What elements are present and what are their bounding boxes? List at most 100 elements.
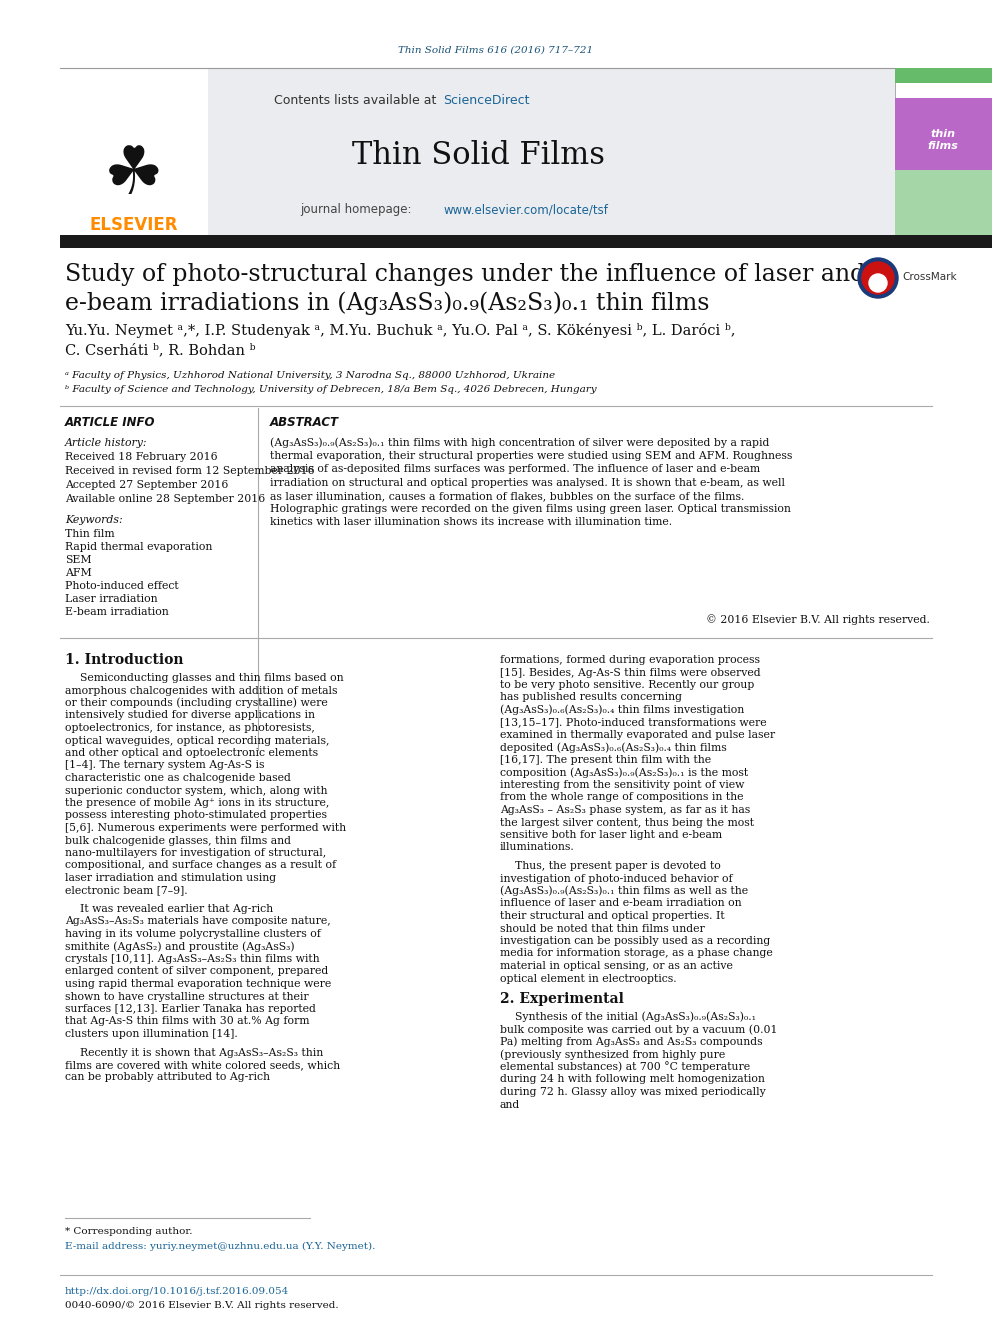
- Text: journal homepage:: journal homepage:: [300, 204, 416, 217]
- Text: amorphous chalcogenides with addition of metals: amorphous chalcogenides with addition of…: [65, 685, 337, 696]
- Text: composition (Ag₃AsS₃)₀.₉(As₂S₃)₀.₁ is the most: composition (Ag₃AsS₃)₀.₉(As₂S₃)₀.₁ is th…: [500, 767, 748, 778]
- Text: investigation of photo-induced behavior of: investigation of photo-induced behavior …: [500, 873, 733, 884]
- Text: Thus, the present paper is devoted to: Thus, the present paper is devoted to: [515, 861, 721, 871]
- Text: SEM: SEM: [65, 556, 91, 565]
- Text: formations, formed during evaporation process: formations, formed during evaporation pr…: [500, 655, 760, 665]
- Text: Ag₃AsS₃–As₂S₃ materials have composite nature,: Ag₃AsS₃–As₂S₃ materials have composite n…: [65, 917, 330, 926]
- Text: clusters upon illumination [14].: clusters upon illumination [14].: [65, 1029, 238, 1039]
- Text: AFM: AFM: [65, 568, 91, 578]
- Text: Thin Solid Films: Thin Solid Films: [351, 139, 604, 171]
- Text: sensitive both for laser light and e-beam: sensitive both for laser light and e-bea…: [500, 830, 722, 840]
- Text: Pa) melting from Ag₃AsS₃ and As₂S₃ compounds: Pa) melting from Ag₃AsS₃ and As₂S₃ compo…: [500, 1037, 763, 1048]
- Text: characteristic one as chalcogenide based: characteristic one as chalcogenide based: [65, 773, 291, 783]
- Text: laser irradiation and stimulation using: laser irradiation and stimulation using: [65, 873, 276, 882]
- Text: thermal evaporation, their structural properties were studied using SEM and AFM.: thermal evaporation, their structural pr…: [270, 451, 793, 462]
- Text: during 72 h. Glassy alloy was mixed periodically: during 72 h. Glassy alloy was mixed peri…: [500, 1088, 766, 1097]
- Text: interesting from the sensitivity point of view: interesting from the sensitivity point o…: [500, 781, 744, 790]
- Text: (Ag₃AsS₃)₀.₉(As₂S₃)₀.₁ thin films as well as the: (Ag₃AsS₃)₀.₉(As₂S₃)₀.₁ thin films as wel…: [500, 885, 748, 896]
- Text: Received in revised form 12 September 2016: Received in revised form 12 September 20…: [65, 466, 314, 476]
- Text: smithite (AgAsS₂) and proustite (Ag₃AsS₃): smithite (AgAsS₂) and proustite (Ag₃AsS₃…: [65, 941, 295, 951]
- Text: Yu.Yu. Neymet ᵃ,*, I.P. Studenyak ᵃ, M.Yu. Buchuk ᵃ, Yu.O. Pal ᵃ, S. Kökényesi ᵇ: Yu.Yu. Neymet ᵃ,*, I.P. Studenyak ᵃ, M.Y…: [65, 323, 735, 337]
- Text: influence of laser and e-beam irradiation on: influence of laser and e-beam irradiatio…: [500, 898, 742, 909]
- Text: possess interesting photo-stimulated properties: possess interesting photo-stimulated pro…: [65, 811, 327, 820]
- Text: Synthesis of the initial (Ag₃AsS₃)₀.₉(As₂S₃)₀.₁: Synthesis of the initial (Ag₃AsS₃)₀.₉(As…: [515, 1012, 756, 1023]
- Text: optoelectronics, for instance, as photoresists,: optoelectronics, for instance, as photor…: [65, 722, 314, 733]
- Text: © 2016 Elsevier B.V. All rights reserved.: © 2016 Elsevier B.V. All rights reserved…: [706, 615, 930, 626]
- Bar: [60, 67, 208, 235]
- Text: their structural and optical properties. It: their structural and optical properties.…: [500, 912, 724, 921]
- Text: [1–4]. The ternary system Ag-As-S is: [1–4]. The ternary system Ag-As-S is: [65, 761, 265, 770]
- Text: Available online 28 September 2016: Available online 28 September 2016: [65, 493, 265, 504]
- Text: to be very photo sensitive. Recently our group: to be very photo sensitive. Recently our…: [500, 680, 754, 691]
- Text: Recently it is shown that Ag₃AsS₃–As₂S₃ thin: Recently it is shown that Ag₃AsS₃–As₂S₃ …: [80, 1048, 323, 1057]
- Text: using rapid thermal evaporation technique were: using rapid thermal evaporation techniqu…: [65, 979, 331, 990]
- Text: www.elsevier.com/locate/tsf: www.elsevier.com/locate/tsf: [443, 204, 608, 217]
- Text: thin
films: thin films: [928, 130, 958, 151]
- Text: 1. Introduction: 1. Introduction: [65, 654, 184, 667]
- Text: Rapid thermal evaporation: Rapid thermal evaporation: [65, 542, 212, 552]
- Text: can be probably attributed to Ag-rich: can be probably attributed to Ag-rich: [65, 1073, 270, 1082]
- Text: Photo-induced effect: Photo-induced effect: [65, 581, 179, 591]
- Text: surfaces [12,13]. Earlier Tanaka has reported: surfaces [12,13]. Earlier Tanaka has rep…: [65, 1004, 315, 1013]
- Text: media for information storage, as a phase change: media for information storage, as a phas…: [500, 949, 773, 958]
- Text: ScienceDirect: ScienceDirect: [443, 94, 530, 106]
- Text: nano-multilayers for investigation of structural,: nano-multilayers for investigation of st…: [65, 848, 326, 859]
- Text: the presence of mobile Ag⁺ ions in its structure,: the presence of mobile Ag⁺ ions in its s…: [65, 798, 329, 808]
- Text: (previously synthesized from highly pure: (previously synthesized from highly pure: [500, 1049, 725, 1060]
- Text: shown to have crystalline structures at their: shown to have crystalline structures at …: [65, 991, 309, 1002]
- Text: Contents lists available at: Contents lists available at: [274, 94, 440, 106]
- Text: Ag₃AsS₃ – As₂S₃ phase system, as far as it has: Ag₃AsS₃ – As₂S₃ phase system, as far as …: [500, 804, 750, 815]
- Text: enlarged content of silver component, prepared: enlarged content of silver component, pr…: [65, 967, 328, 976]
- Text: and: and: [500, 1099, 520, 1110]
- Text: bulk chalcogenide glasses, thin films and: bulk chalcogenide glasses, thin films an…: [65, 836, 291, 845]
- Bar: [895, 98, 992, 169]
- Text: 2. Experimental: 2. Experimental: [500, 992, 624, 1005]
- Text: irradiation on structural and optical properties was analysed. It is shown that : irradiation on structural and optical pr…: [270, 478, 785, 488]
- Text: examined in thermally evaporated and pulse laser: examined in thermally evaporated and pul…: [500, 730, 775, 740]
- Text: electronic beam [7–9].: electronic beam [7–9].: [65, 885, 187, 896]
- Text: (Ag₃AsS₃)₀.₉(As₂S₃)₀.₁ thin films with high concentration of silver were deposit: (Ag₃AsS₃)₀.₉(As₂S₃)₀.₁ thin films with h…: [270, 438, 770, 448]
- Text: e-beam irradiations in (Ag₃AsS₃)₀.₉(As₂S₃)₀.₁ thin films: e-beam irradiations in (Ag₃AsS₃)₀.₉(As₂S…: [65, 291, 709, 315]
- Text: that Ag-As-S thin films with 30 at.% Ag form: that Ag-As-S thin films with 30 at.% Ag …: [65, 1016, 310, 1027]
- Bar: [895, 67, 992, 235]
- Text: It was revealed earlier that Ag-rich: It was revealed earlier that Ag-rich: [80, 904, 273, 914]
- Text: [5,6]. Numerous experiments were performed with: [5,6]. Numerous experiments were perform…: [65, 823, 346, 833]
- Circle shape: [869, 274, 887, 292]
- Text: elemental substances) at 700 °C temperature: elemental substances) at 700 °C temperat…: [500, 1061, 750, 1073]
- Text: crystals [10,11]. Ag₃AsS₃–As₂S₃ thin films with: crystals [10,11]. Ag₃AsS₃–As₂S₃ thin fil…: [65, 954, 319, 964]
- Text: ELSEVIER: ELSEVIER: [89, 216, 179, 234]
- Text: material in optical sensing, or as an active: material in optical sensing, or as an ac…: [500, 960, 733, 971]
- Text: ☘: ☘: [104, 142, 164, 208]
- Text: Accepted 27 September 2016: Accepted 27 September 2016: [65, 480, 228, 490]
- Text: Thin Solid Films 616 (2016) 717–721: Thin Solid Films 616 (2016) 717–721: [399, 45, 593, 54]
- Text: or their compounds (including crystalline) were: or their compounds (including crystallin…: [65, 697, 327, 708]
- Text: and other optical and optoelectronic elements: and other optical and optoelectronic ele…: [65, 747, 318, 758]
- Text: has published results concerning: has published results concerning: [500, 692, 682, 703]
- Text: compositional, and surface changes as a result of: compositional, and surface changes as a …: [65, 860, 336, 871]
- Text: ᵃ Faculty of Physics, Uzhhorod National University, 3 Narodna Sq., 88000 Uzhhoro: ᵃ Faculty of Physics, Uzhhorod National …: [65, 370, 556, 380]
- Text: investigation can be possibly used as a recording: investigation can be possibly used as a …: [500, 935, 770, 946]
- Text: Holographic gratings were recorded on the given films using green laser. Optical: Holographic gratings were recorded on th…: [270, 504, 791, 515]
- Bar: [895, 169, 992, 235]
- Text: should be noted that thin films under: should be noted that thin films under: [500, 923, 704, 934]
- Bar: [60, 235, 992, 247]
- Text: intensively studied for diverse applications in: intensively studied for diverse applicat…: [65, 710, 315, 721]
- Text: illuminations.: illuminations.: [500, 843, 574, 852]
- Circle shape: [862, 262, 894, 294]
- Text: films are covered with white colored seeds, which: films are covered with white colored see…: [65, 1060, 340, 1070]
- Text: during 24 h with following melt homogenization: during 24 h with following melt homogeni…: [500, 1074, 765, 1085]
- Bar: [60, 67, 895, 235]
- Text: kinetics with laser illumination shows its increase with illumination time.: kinetics with laser illumination shows i…: [270, 517, 673, 527]
- Text: Article history:: Article history:: [65, 438, 148, 448]
- Text: 0040-6090/© 2016 Elsevier B.V. All rights reserved.: 0040-6090/© 2016 Elsevier B.V. All right…: [65, 1302, 338, 1311]
- Text: Thin film: Thin film: [65, 529, 115, 538]
- Text: analysis of as-deposited films surfaces was performed. The influence of laser an: analysis of as-deposited films surfaces …: [270, 464, 760, 475]
- Circle shape: [858, 258, 898, 298]
- Text: optical element in electrooptics.: optical element in electrooptics.: [500, 974, 677, 983]
- Text: Received 18 February 2016: Received 18 February 2016: [65, 452, 217, 462]
- Text: superionic conductor system, which, along with: superionic conductor system, which, alon…: [65, 786, 327, 795]
- Text: [15]. Besides, Ag-As-S thin films were observed: [15]. Besides, Ag-As-S thin films were o…: [500, 668, 761, 677]
- Text: http://dx.doi.org/10.1016/j.tsf.2016.09.054: http://dx.doi.org/10.1016/j.tsf.2016.09.…: [65, 1286, 290, 1295]
- Text: [16,17]. The present thin film with the: [16,17]. The present thin film with the: [500, 755, 711, 765]
- Text: deposited (Ag₃AsS₃)₀.₆(As₂S₃)₀.₄ thin films: deposited (Ag₃AsS₃)₀.₆(As₂S₃)₀.₄ thin fi…: [500, 742, 727, 753]
